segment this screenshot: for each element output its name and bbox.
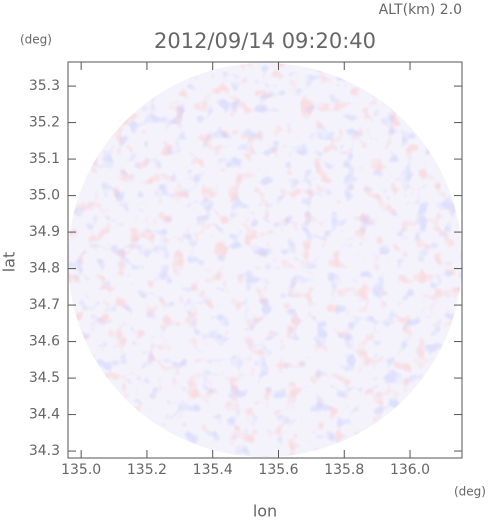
y-tick-label: 35.0: [29, 188, 60, 204]
x-tick-label: 135.0: [61, 462, 101, 478]
y-tick-label: 34.3: [29, 443, 60, 459]
y-tick-label: 35.3: [29, 78, 60, 94]
x-axis-label: lon: [253, 502, 277, 521]
plot-frame: [67, 61, 463, 459]
radar-image: [68, 63, 462, 457]
y-tick-label: 34.9: [29, 224, 60, 240]
x-unit: (deg): [454, 485, 486, 499]
altitude-label: ALT(km) 2.0: [379, 2, 462, 18]
y-tick-label: 34.8: [29, 261, 60, 277]
y-tick-label: 35.1: [29, 151, 60, 167]
y-unit: (deg): [20, 33, 52, 47]
x-tick-label: 136.0: [390, 462, 430, 478]
x-tick-label: 135.2: [127, 462, 167, 478]
y-tick-label: 34.6: [29, 334, 60, 350]
y-tick-label: 34.4: [29, 407, 60, 423]
y-axis-label: lat: [0, 252, 19, 273]
x-tick-label: 135.4: [193, 462, 233, 478]
chart-title: 2012/09/14 09:20:40: [154, 29, 376, 53]
x-tick-label: 135.8: [324, 462, 364, 478]
y-tick-label: 34.5: [29, 370, 60, 386]
y-tick-label: 35.2: [29, 115, 60, 131]
x-tick-label: 135.6: [258, 462, 298, 478]
y-tick-label: 34.7: [29, 297, 60, 313]
